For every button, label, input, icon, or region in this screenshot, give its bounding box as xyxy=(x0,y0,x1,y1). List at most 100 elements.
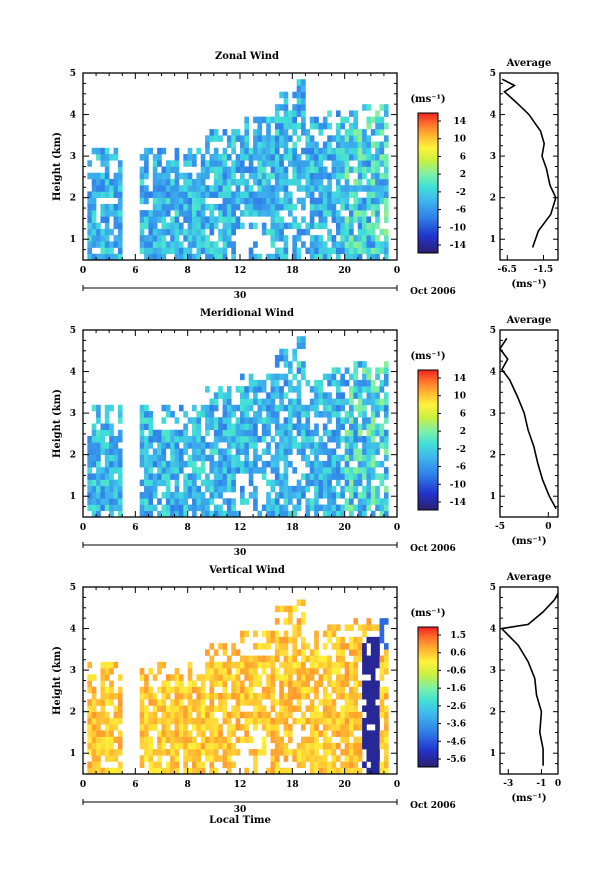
heatmap-cell xyxy=(270,235,276,242)
heatmap-cell xyxy=(183,479,188,487)
heatmap-cell xyxy=(274,454,280,462)
heatmap-cell xyxy=(205,160,210,167)
heatmap-cell xyxy=(335,210,341,217)
heatmap-cell xyxy=(240,724,245,731)
heatmap-cell xyxy=(283,354,289,362)
heatmap-cell xyxy=(274,636,280,644)
heatmap-cell xyxy=(331,197,337,205)
heatmap-cell xyxy=(318,655,324,663)
heatmap-cell xyxy=(91,197,97,205)
heatmap-cell xyxy=(161,147,167,155)
heatmap-cell xyxy=(183,253,188,261)
heatmap-cell xyxy=(349,742,354,750)
heatmap-cell xyxy=(100,435,106,443)
heatmap-cell xyxy=(296,442,302,449)
heatmap-cell xyxy=(370,643,376,650)
heatmap-cell xyxy=(370,661,376,669)
heatmap-cell xyxy=(283,253,289,261)
heatmap-cell xyxy=(222,643,228,650)
heatmap-cell xyxy=(200,235,206,242)
heatmap-cell xyxy=(253,717,258,725)
heatmap-cell xyxy=(104,448,110,455)
heatmap-cell xyxy=(157,510,162,518)
heatmap-cell xyxy=(383,510,389,518)
heatmap-cell xyxy=(174,692,180,700)
heatmap-cell xyxy=(357,498,363,505)
heatmap-cell xyxy=(205,705,210,712)
heatmap-cell xyxy=(287,442,293,449)
heatmap-cell xyxy=(270,736,276,744)
heatmap-cell xyxy=(349,699,354,706)
heatmap-cell xyxy=(165,197,171,205)
heatmap-cell xyxy=(222,411,228,418)
heatmap-cell xyxy=(344,761,350,769)
colorbar-tick-label: 14 xyxy=(453,374,466,384)
heatmap-cell xyxy=(113,711,119,719)
heatmap-cell xyxy=(279,216,284,223)
heatmap-cell xyxy=(274,699,280,706)
heatmap-cell xyxy=(192,749,197,756)
heatmap-cell xyxy=(187,504,193,512)
heatmap-cell xyxy=(305,442,311,449)
average-x-tick-label: -5 xyxy=(495,522,505,532)
heatmap-cell xyxy=(218,235,223,242)
heatmap-cell xyxy=(379,473,385,480)
heatmap-cell xyxy=(209,643,215,650)
heatmap-cell xyxy=(362,247,367,255)
heatmap-cell xyxy=(314,479,319,487)
heatmap-cell xyxy=(222,649,228,656)
heatmap-cell xyxy=(375,498,380,505)
heatmap-cell xyxy=(104,241,110,248)
heatmap-cell xyxy=(279,736,284,744)
heatmap-cell xyxy=(187,473,193,480)
heatmap-cell xyxy=(266,398,271,406)
heatmap-cell xyxy=(261,504,267,512)
heatmap-cell xyxy=(362,398,367,406)
heatmap-cell xyxy=(383,473,389,480)
heatmap-cell xyxy=(87,742,93,750)
heatmap-cell xyxy=(100,661,106,669)
heatmap-cell xyxy=(305,160,311,167)
heatmap-cell xyxy=(335,674,341,681)
heatmap-cell xyxy=(113,435,119,443)
heatmap-cell xyxy=(213,473,219,480)
heatmap-cell xyxy=(209,154,215,161)
heatmap-cell xyxy=(231,473,236,480)
heatmap-cell xyxy=(187,216,193,223)
heatmap-cell xyxy=(192,253,197,261)
heatmap-cell xyxy=(292,116,297,124)
heatmap-cell xyxy=(349,417,354,424)
heatmap-cell xyxy=(314,448,319,455)
heatmap-cell xyxy=(366,228,372,236)
heatmap-cell xyxy=(349,386,354,393)
heatmap-cell xyxy=(152,185,158,192)
heatmap-cell xyxy=(266,510,271,518)
heatmap-cell xyxy=(353,761,359,769)
heatmap-cell xyxy=(283,429,289,437)
heatmap-cell xyxy=(96,460,101,468)
heatmap-cell xyxy=(370,454,376,462)
heatmap-cell xyxy=(231,197,236,205)
heatmap-cell xyxy=(109,498,114,505)
heatmap-cell xyxy=(279,172,284,180)
heatmap-cell xyxy=(370,228,376,236)
heatmap-cell xyxy=(309,498,315,505)
heatmap-cell xyxy=(318,730,324,737)
heatmap-cell xyxy=(253,699,258,706)
heatmap-cell xyxy=(370,435,376,443)
heatmap-cell xyxy=(213,492,219,499)
heatmap-cell xyxy=(331,191,337,198)
heatmap-cell xyxy=(205,191,210,198)
heatmap-cell xyxy=(309,711,315,719)
y-tick-label: 2 xyxy=(70,194,76,204)
heatmap-cell xyxy=(349,135,354,142)
heatmap-cell xyxy=(383,730,389,737)
heatmap-cell xyxy=(235,510,241,518)
heatmap-cell xyxy=(209,655,215,663)
heatmap-cell xyxy=(240,154,245,161)
heatmap-cell xyxy=(222,166,228,174)
colorbar-tick-label: 0.6 xyxy=(450,649,466,659)
heatmap-cell xyxy=(287,492,293,499)
heatmap-cell xyxy=(200,761,206,769)
heatmap-cell xyxy=(178,404,184,412)
